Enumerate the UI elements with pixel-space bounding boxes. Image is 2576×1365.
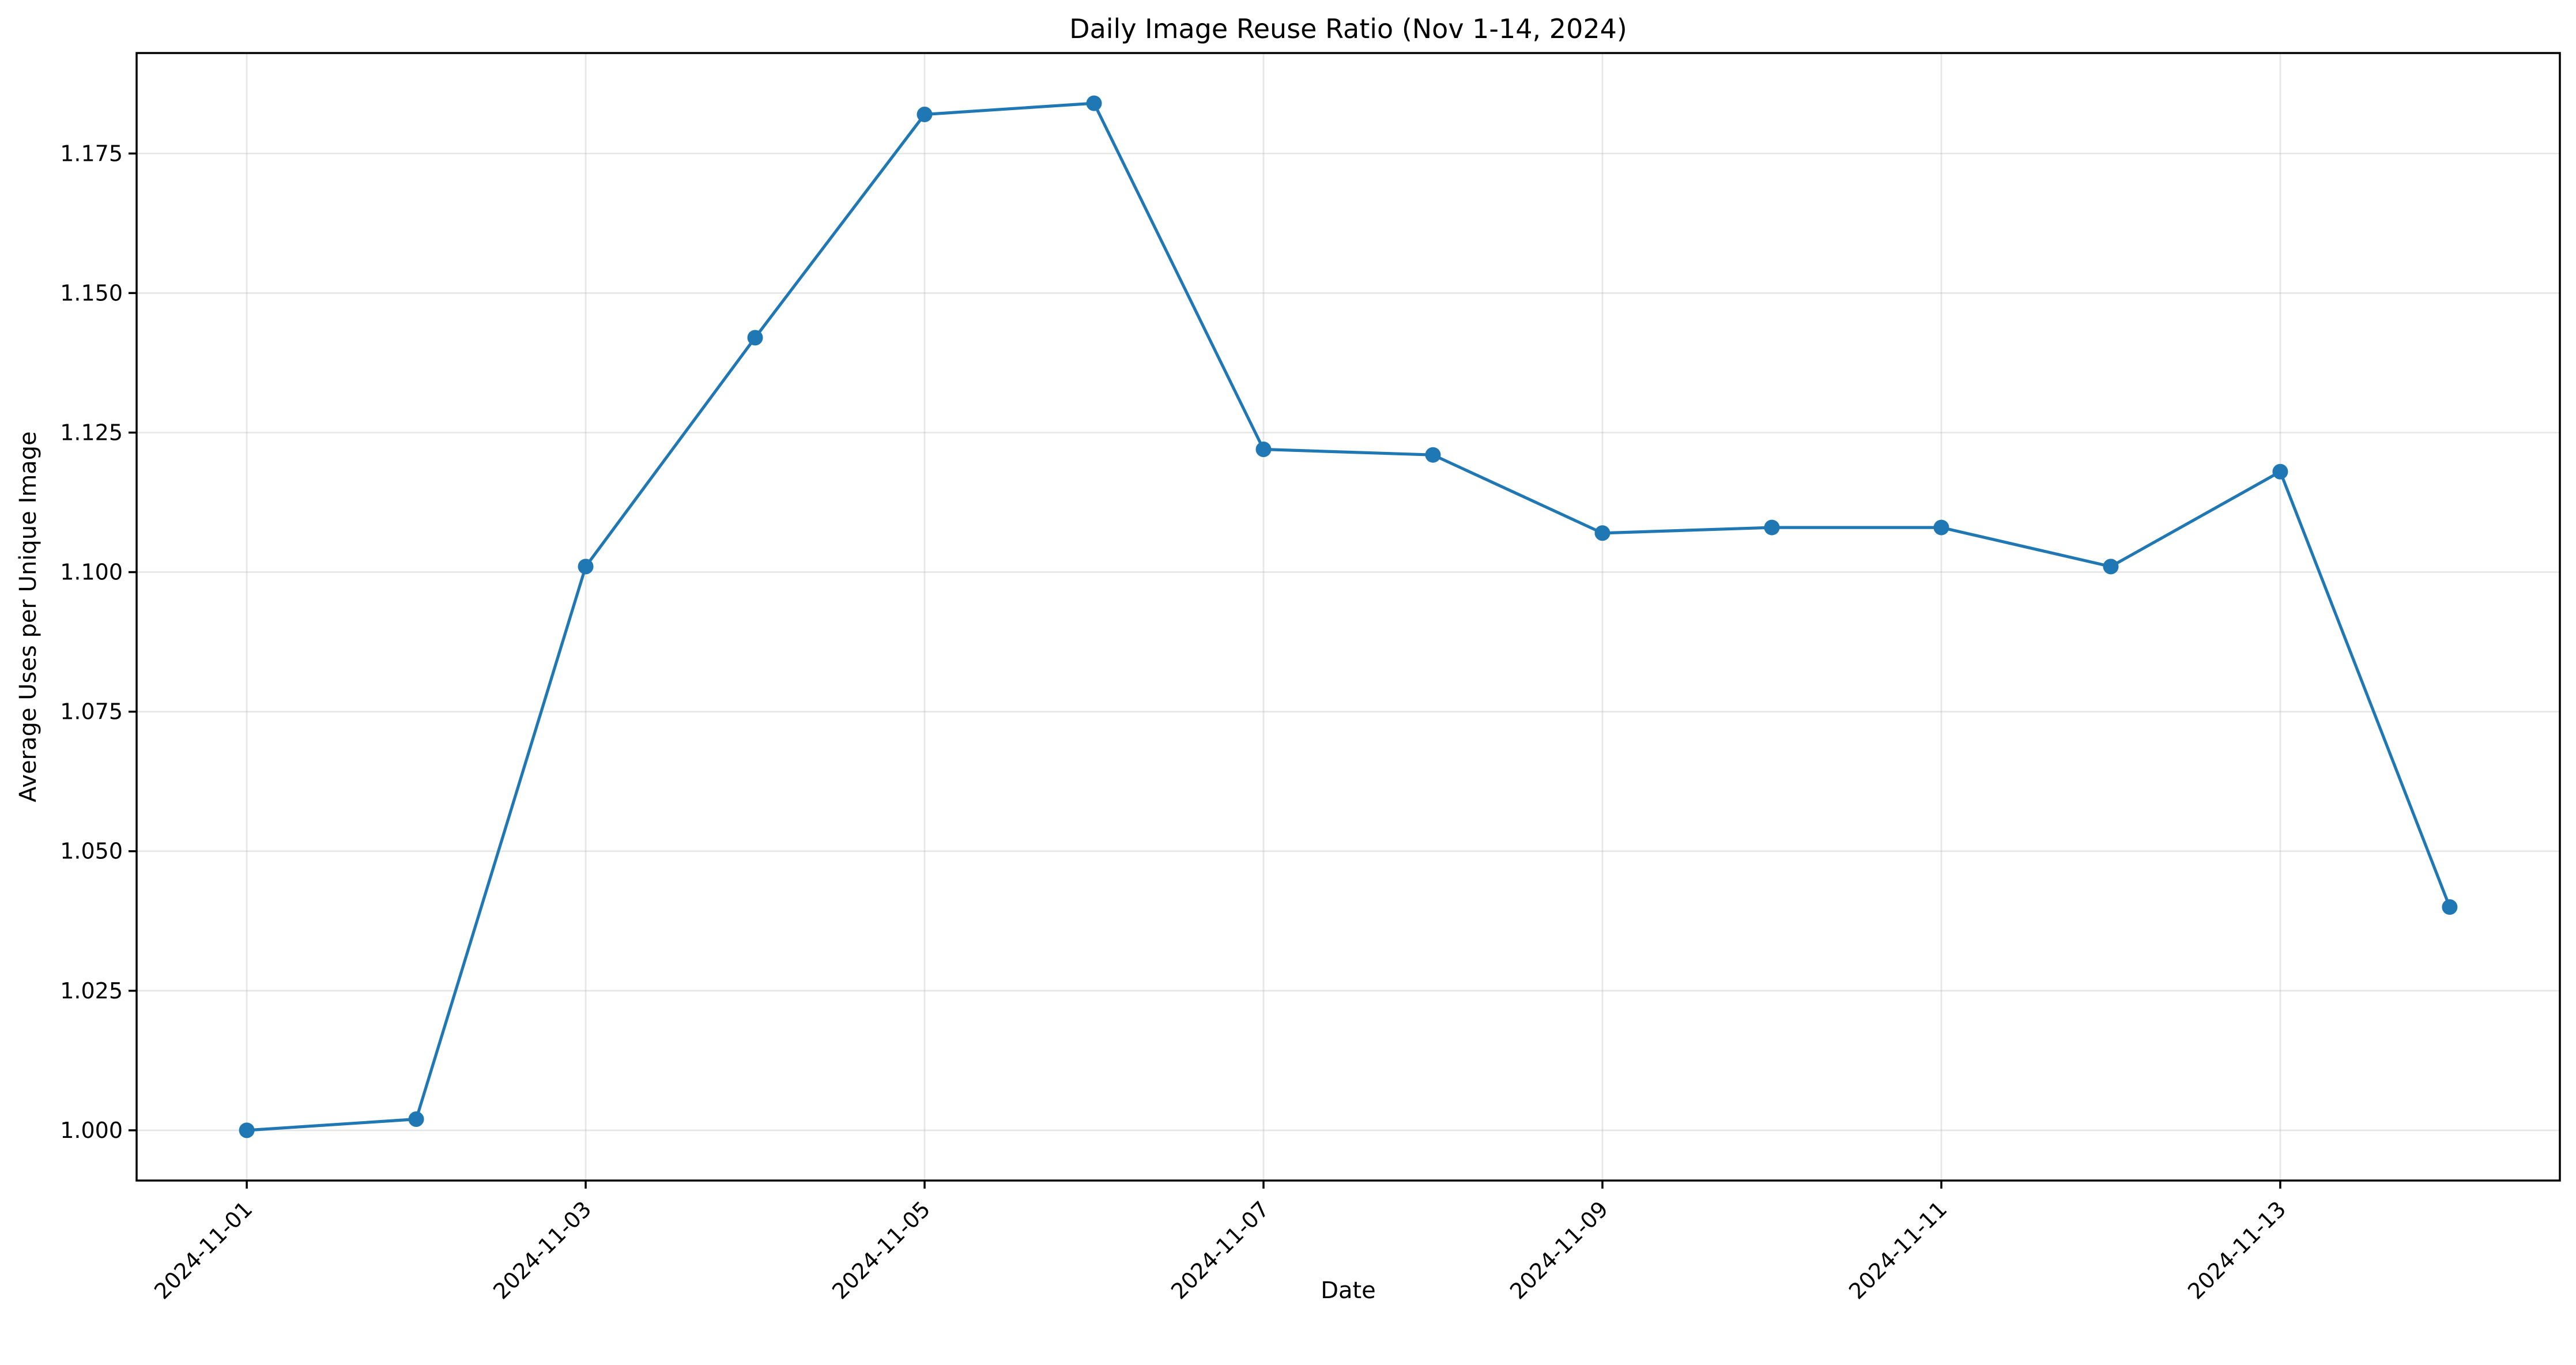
y-tick-label: 1.175 <box>60 141 123 166</box>
y-tick-label: 1.150 <box>60 280 123 306</box>
data-point <box>239 1122 255 1138</box>
y-tick-label: 1.075 <box>60 699 123 725</box>
data-point <box>747 330 763 346</box>
data-point <box>578 559 594 575</box>
data-point <box>1933 519 1949 536</box>
y-tick-label: 1.050 <box>60 839 123 864</box>
data-point <box>1086 95 1102 111</box>
x-axis-label: Date <box>1321 1277 1376 1304</box>
data-point <box>1764 519 1780 536</box>
data-point <box>2103 559 2119 575</box>
data-point <box>1425 447 1441 463</box>
data-point <box>1594 525 1611 541</box>
y-axis-label: Average Uses per Unique Image <box>15 431 42 802</box>
y-tick-label: 1.100 <box>60 560 123 585</box>
axes-frame <box>135 52 2561 1182</box>
data-point <box>2442 899 2458 915</box>
y-tick-label: 1.000 <box>60 1118 123 1143</box>
data-point <box>2272 463 2288 480</box>
series-line <box>246 101 2451 1132</box>
y-tick-label: 1.125 <box>60 420 123 445</box>
y-tick-label: 1.025 <box>60 978 123 1004</box>
data-point <box>917 107 933 123</box>
series-layer <box>239 95 2458 1138</box>
y-axis-ticks: 1.000 1.025 1.050 1.075 1.100 1.125 1.150 1.175 <box>60 141 137 1143</box>
grid <box>137 53 2560 1181</box>
data-point <box>1255 442 1272 458</box>
chart-title: Daily Image Reuse Ratio (Nov 1-14, 2024) <box>1069 13 1627 44</box>
data-point <box>408 1111 424 1127</box>
